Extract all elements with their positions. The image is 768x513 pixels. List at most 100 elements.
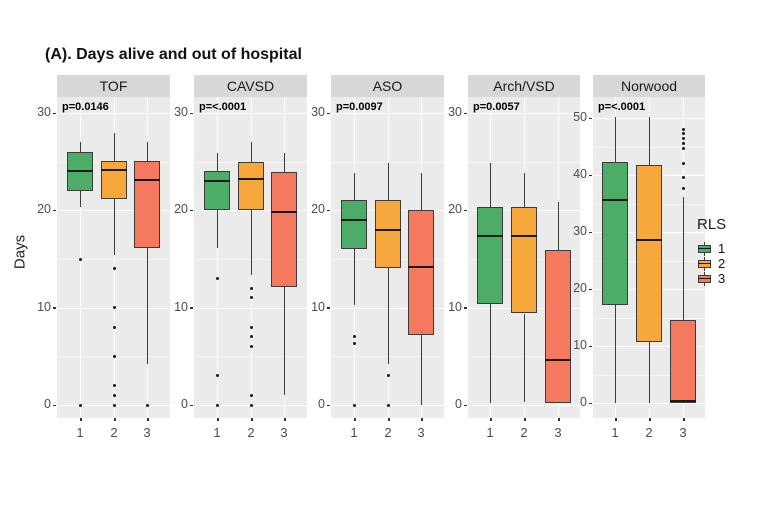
y-tick-mark bbox=[190, 112, 193, 114]
x-tick-label: 2 bbox=[645, 425, 653, 440]
facet-strip-Arch/VSD: Arch/VSD bbox=[468, 75, 580, 97]
x-tick-mark bbox=[251, 418, 253, 421]
boxplot-whisker-lower bbox=[284, 287, 285, 396]
boxplot-median bbox=[238, 178, 264, 181]
boxplot-median bbox=[408, 265, 434, 268]
key-median-line bbox=[698, 247, 711, 249]
x-tick-mark bbox=[683, 418, 685, 421]
outlier-dot bbox=[681, 132, 685, 136]
x-tick-label: 1 bbox=[611, 425, 619, 440]
gridline-major bbox=[194, 113, 307, 114]
outlier-dot bbox=[352, 403, 356, 407]
outlier-dot bbox=[112, 306, 116, 310]
boxplot-whisker-upper bbox=[147, 142, 148, 161]
outlier-dot bbox=[215, 276, 219, 280]
legend-title: RLS bbox=[697, 216, 727, 233]
outlier-dot bbox=[112, 393, 116, 397]
outlier-dot bbox=[249, 335, 253, 339]
y-tick-label: 30 bbox=[37, 105, 51, 119]
boxplot-whisker-upper bbox=[217, 152, 218, 172]
gridline-vertical bbox=[114, 97, 115, 418]
y-tick-mark bbox=[190, 307, 193, 309]
x-tick-mark bbox=[615, 418, 617, 421]
boxplot-box-rls2 bbox=[636, 164, 662, 342]
x-tick-label: 3 bbox=[679, 425, 687, 440]
gridline-major bbox=[57, 210, 170, 212]
outlier-dot bbox=[352, 342, 356, 346]
facet-panel-ASO: p=0.0097 bbox=[331, 97, 444, 418]
outlier-dot bbox=[249, 393, 253, 397]
y-tick-mark bbox=[53, 404, 56, 406]
facet-panel-Norwood: p=<.0001 bbox=[593, 97, 705, 418]
outlier-dot bbox=[386, 403, 390, 407]
facet-strip-CAVSD: CAVSD bbox=[194, 75, 307, 97]
outlier-dot bbox=[215, 403, 219, 407]
outlier-dot bbox=[249, 325, 253, 329]
boxplot-whisker-upper bbox=[251, 142, 252, 162]
boxplot-whisker-lower bbox=[251, 210, 252, 275]
boxplot-median bbox=[602, 198, 628, 201]
boxplot-whisker-lower bbox=[114, 198, 115, 256]
y-tick-label: 20 bbox=[37, 202, 51, 217]
y-tick-label: 0 bbox=[44, 397, 51, 411]
y-tick-label: 30 bbox=[311, 105, 325, 119]
x-tick-label: 2 bbox=[247, 425, 255, 440]
boxplot-median bbox=[545, 359, 571, 362]
outlier-dot bbox=[386, 374, 390, 378]
x-tick-mark bbox=[147, 418, 149, 421]
outlier-dot bbox=[249, 345, 253, 349]
outlier-dot bbox=[78, 403, 82, 407]
boxplot-whisker-lower bbox=[147, 248, 148, 365]
x-tick-label: 2 bbox=[384, 425, 392, 440]
boxplot-box-rls2 bbox=[375, 199, 401, 268]
key-median-line bbox=[698, 262, 711, 264]
y-tick-mark bbox=[589, 117, 592, 119]
y-tick-mark bbox=[464, 209, 467, 212]
gridline-major bbox=[194, 210, 307, 212]
boxplot-whisker-upper bbox=[615, 116, 616, 162]
y-tick-mark bbox=[464, 307, 467, 309]
boxplot-whisker-lower bbox=[421, 334, 422, 405]
outlier-dot bbox=[112, 354, 116, 358]
boxplot-whisker-upper bbox=[114, 133, 115, 161]
outlier-dot bbox=[681, 162, 685, 166]
x-tick-mark bbox=[524, 418, 526, 421]
boxplot-whisker-upper bbox=[421, 173, 422, 211]
x-tick-mark bbox=[284, 418, 286, 421]
outlier-dot bbox=[249, 286, 253, 290]
boxplot-box-rls3 bbox=[408, 210, 434, 335]
y-tick-mark bbox=[589, 174, 592, 176]
boxplot-whisker-upper bbox=[354, 173, 355, 200]
boxplot-median bbox=[67, 170, 93, 173]
boxplot-whisker-upper bbox=[649, 116, 650, 165]
boxplot-key-icon bbox=[697, 271, 712, 286]
x-tick-mark bbox=[114, 418, 116, 421]
y-tick-mark bbox=[464, 112, 467, 114]
gridline-minor bbox=[194, 259, 307, 260]
gridline-minor bbox=[194, 356, 307, 358]
x-tick-label: 3 bbox=[143, 425, 151, 440]
chart-title: (A). Days alive and out of hospital bbox=[45, 46, 302, 63]
x-tick-label: 1 bbox=[76, 425, 84, 440]
outlier-dot bbox=[112, 267, 116, 271]
facet-strip-Norwood: Norwood bbox=[593, 75, 705, 97]
boxplot-median bbox=[204, 180, 230, 183]
y-tick-label: 10 bbox=[311, 299, 325, 314]
legend-item-label: 1 bbox=[718, 241, 726, 256]
boxplot-box-rls1 bbox=[477, 207, 503, 304]
y-tick-label: 20 bbox=[573, 281, 587, 295]
legend-item-2: 2 bbox=[697, 256, 726, 271]
outlier-dot bbox=[249, 403, 253, 407]
boxplot-whisker-lower bbox=[524, 313, 525, 403]
legend-item-3: 3 bbox=[697, 271, 726, 286]
boxplot-whisker-lower bbox=[649, 342, 650, 403]
boxplot-box-rls3 bbox=[134, 160, 160, 249]
facet-panel-CAVSD: p=<.0001 bbox=[194, 97, 307, 418]
boxplot-key-icon bbox=[697, 256, 712, 271]
y-tick-label: 20 bbox=[448, 202, 462, 217]
y-tick-mark bbox=[464, 404, 467, 406]
boxplot-whisker-lower bbox=[388, 267, 389, 365]
outlier-dot bbox=[681, 146, 685, 150]
